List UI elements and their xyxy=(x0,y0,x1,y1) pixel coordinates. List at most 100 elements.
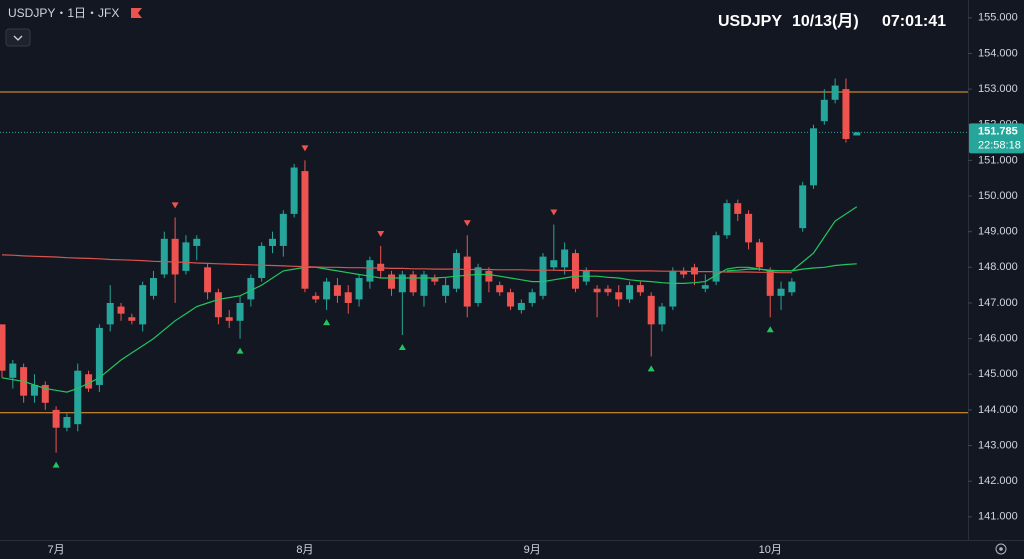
candle-body xyxy=(409,274,417,293)
candle-body xyxy=(377,263,385,271)
candle-body xyxy=(496,285,504,293)
candle-body xyxy=(517,302,525,311)
y-tick-label: 151.000 xyxy=(978,154,1018,166)
candle-body xyxy=(626,285,634,300)
candle-body xyxy=(214,292,222,318)
clock-time: 07:01:41 xyxy=(882,13,946,30)
y-tick-label: 153.000 xyxy=(978,83,1018,95)
candle-body xyxy=(258,245,266,279)
pivot-high-marker xyxy=(463,220,471,227)
pivot-high-marker xyxy=(301,145,309,152)
pivot-high-marker xyxy=(171,202,179,209)
candle-body xyxy=(41,384,49,403)
y-tick-label: 155.000 xyxy=(978,12,1018,24)
candle-body xyxy=(799,185,807,229)
last-price-box xyxy=(969,123,1024,154)
pivot-low-marker xyxy=(236,347,244,354)
pivot-low-marker xyxy=(323,319,331,326)
candle-body xyxy=(0,324,6,371)
candle-body xyxy=(777,288,785,296)
candle-body xyxy=(745,213,753,243)
y-tick-label: 149.000 xyxy=(978,226,1018,238)
candle-body xyxy=(63,417,71,428)
y-tick-label: 150.000 xyxy=(978,190,1018,202)
candle-body xyxy=(463,256,471,307)
candle-body xyxy=(139,285,147,325)
candle-body xyxy=(106,302,114,325)
clock-symbol: USDJPY xyxy=(718,13,782,30)
candle-body xyxy=(74,370,82,425)
y-tick-label: 148.000 xyxy=(978,261,1018,273)
candle-body xyxy=(344,292,352,303)
candle-body xyxy=(712,235,720,282)
chevron-icon xyxy=(13,35,23,41)
pivot-low-marker xyxy=(766,326,774,333)
candle-body xyxy=(853,132,861,136)
candle-body xyxy=(636,285,644,293)
y-tick-label: 146.000 xyxy=(978,333,1018,345)
candle-body xyxy=(388,274,396,289)
y-tick-label: 143.000 xyxy=(978,439,1018,451)
pivot-low-marker xyxy=(398,344,406,351)
candle-body xyxy=(182,242,190,271)
y-tick-label: 144.000 xyxy=(978,404,1018,416)
collapse-button[interactable] xyxy=(5,28,31,47)
pivot-high-marker xyxy=(550,209,558,216)
moving-average xyxy=(1,206,858,393)
candle-body xyxy=(312,295,320,300)
flag-icon[interactable] xyxy=(131,8,142,18)
x-tick-label: 10月 xyxy=(759,544,782,556)
candle-body xyxy=(160,238,168,275)
candle-body xyxy=(755,242,763,268)
symbol-header: USDJPY・1日・JFX xyxy=(8,6,119,20)
y-tick-label: 147.000 xyxy=(978,297,1018,309)
candle-body xyxy=(171,238,179,275)
candle-body xyxy=(442,285,450,296)
candle-body xyxy=(550,260,558,268)
candle-body xyxy=(658,306,666,325)
candle-body xyxy=(766,270,774,296)
x-tick-label: 7月 xyxy=(48,544,65,556)
candle-body xyxy=(269,238,276,246)
candle-body xyxy=(431,278,439,282)
candle-body xyxy=(690,267,698,275)
settings-icon-dot xyxy=(999,547,1003,551)
candle-body xyxy=(831,85,839,100)
candle-body xyxy=(452,253,460,289)
candle-body xyxy=(128,317,136,321)
candle-body xyxy=(604,288,612,293)
candle-body xyxy=(723,203,731,236)
y-tick-label: 141.000 xyxy=(978,511,1018,523)
candle-body xyxy=(279,213,287,246)
candle-body xyxy=(474,267,482,303)
candle-body xyxy=(701,285,709,289)
y-tick-label: 142.000 xyxy=(978,475,1018,487)
candle-body xyxy=(85,374,93,389)
candle-body xyxy=(788,281,796,293)
candle-body xyxy=(355,278,363,300)
y-tick-label: 145.000 xyxy=(978,368,1018,380)
candle-body xyxy=(95,327,103,385)
candle-body xyxy=(561,249,569,268)
candle-body xyxy=(647,295,655,325)
pivot-high-marker xyxy=(377,230,385,237)
candle-body xyxy=(398,274,406,293)
last-price-label: 151.785 xyxy=(978,125,1018,137)
candle-body xyxy=(820,99,828,122)
candle-body xyxy=(30,384,38,396)
candle-body xyxy=(593,288,601,293)
candle-body xyxy=(734,203,742,214)
candle-body xyxy=(615,292,623,300)
candle-body xyxy=(149,278,157,296)
settings-icon[interactable] xyxy=(995,543,1007,555)
y-tick-label: 154.000 xyxy=(978,47,1018,59)
candle-body xyxy=(117,306,125,314)
candle-body xyxy=(420,274,428,296)
countdown-label: 22:58:18 xyxy=(978,139,1021,151)
x-tick-label: 9月 xyxy=(524,544,541,556)
candle-body xyxy=(290,167,298,214)
pivot-low-marker xyxy=(647,365,655,372)
moving-average xyxy=(1,254,792,274)
candle-body xyxy=(669,270,677,307)
